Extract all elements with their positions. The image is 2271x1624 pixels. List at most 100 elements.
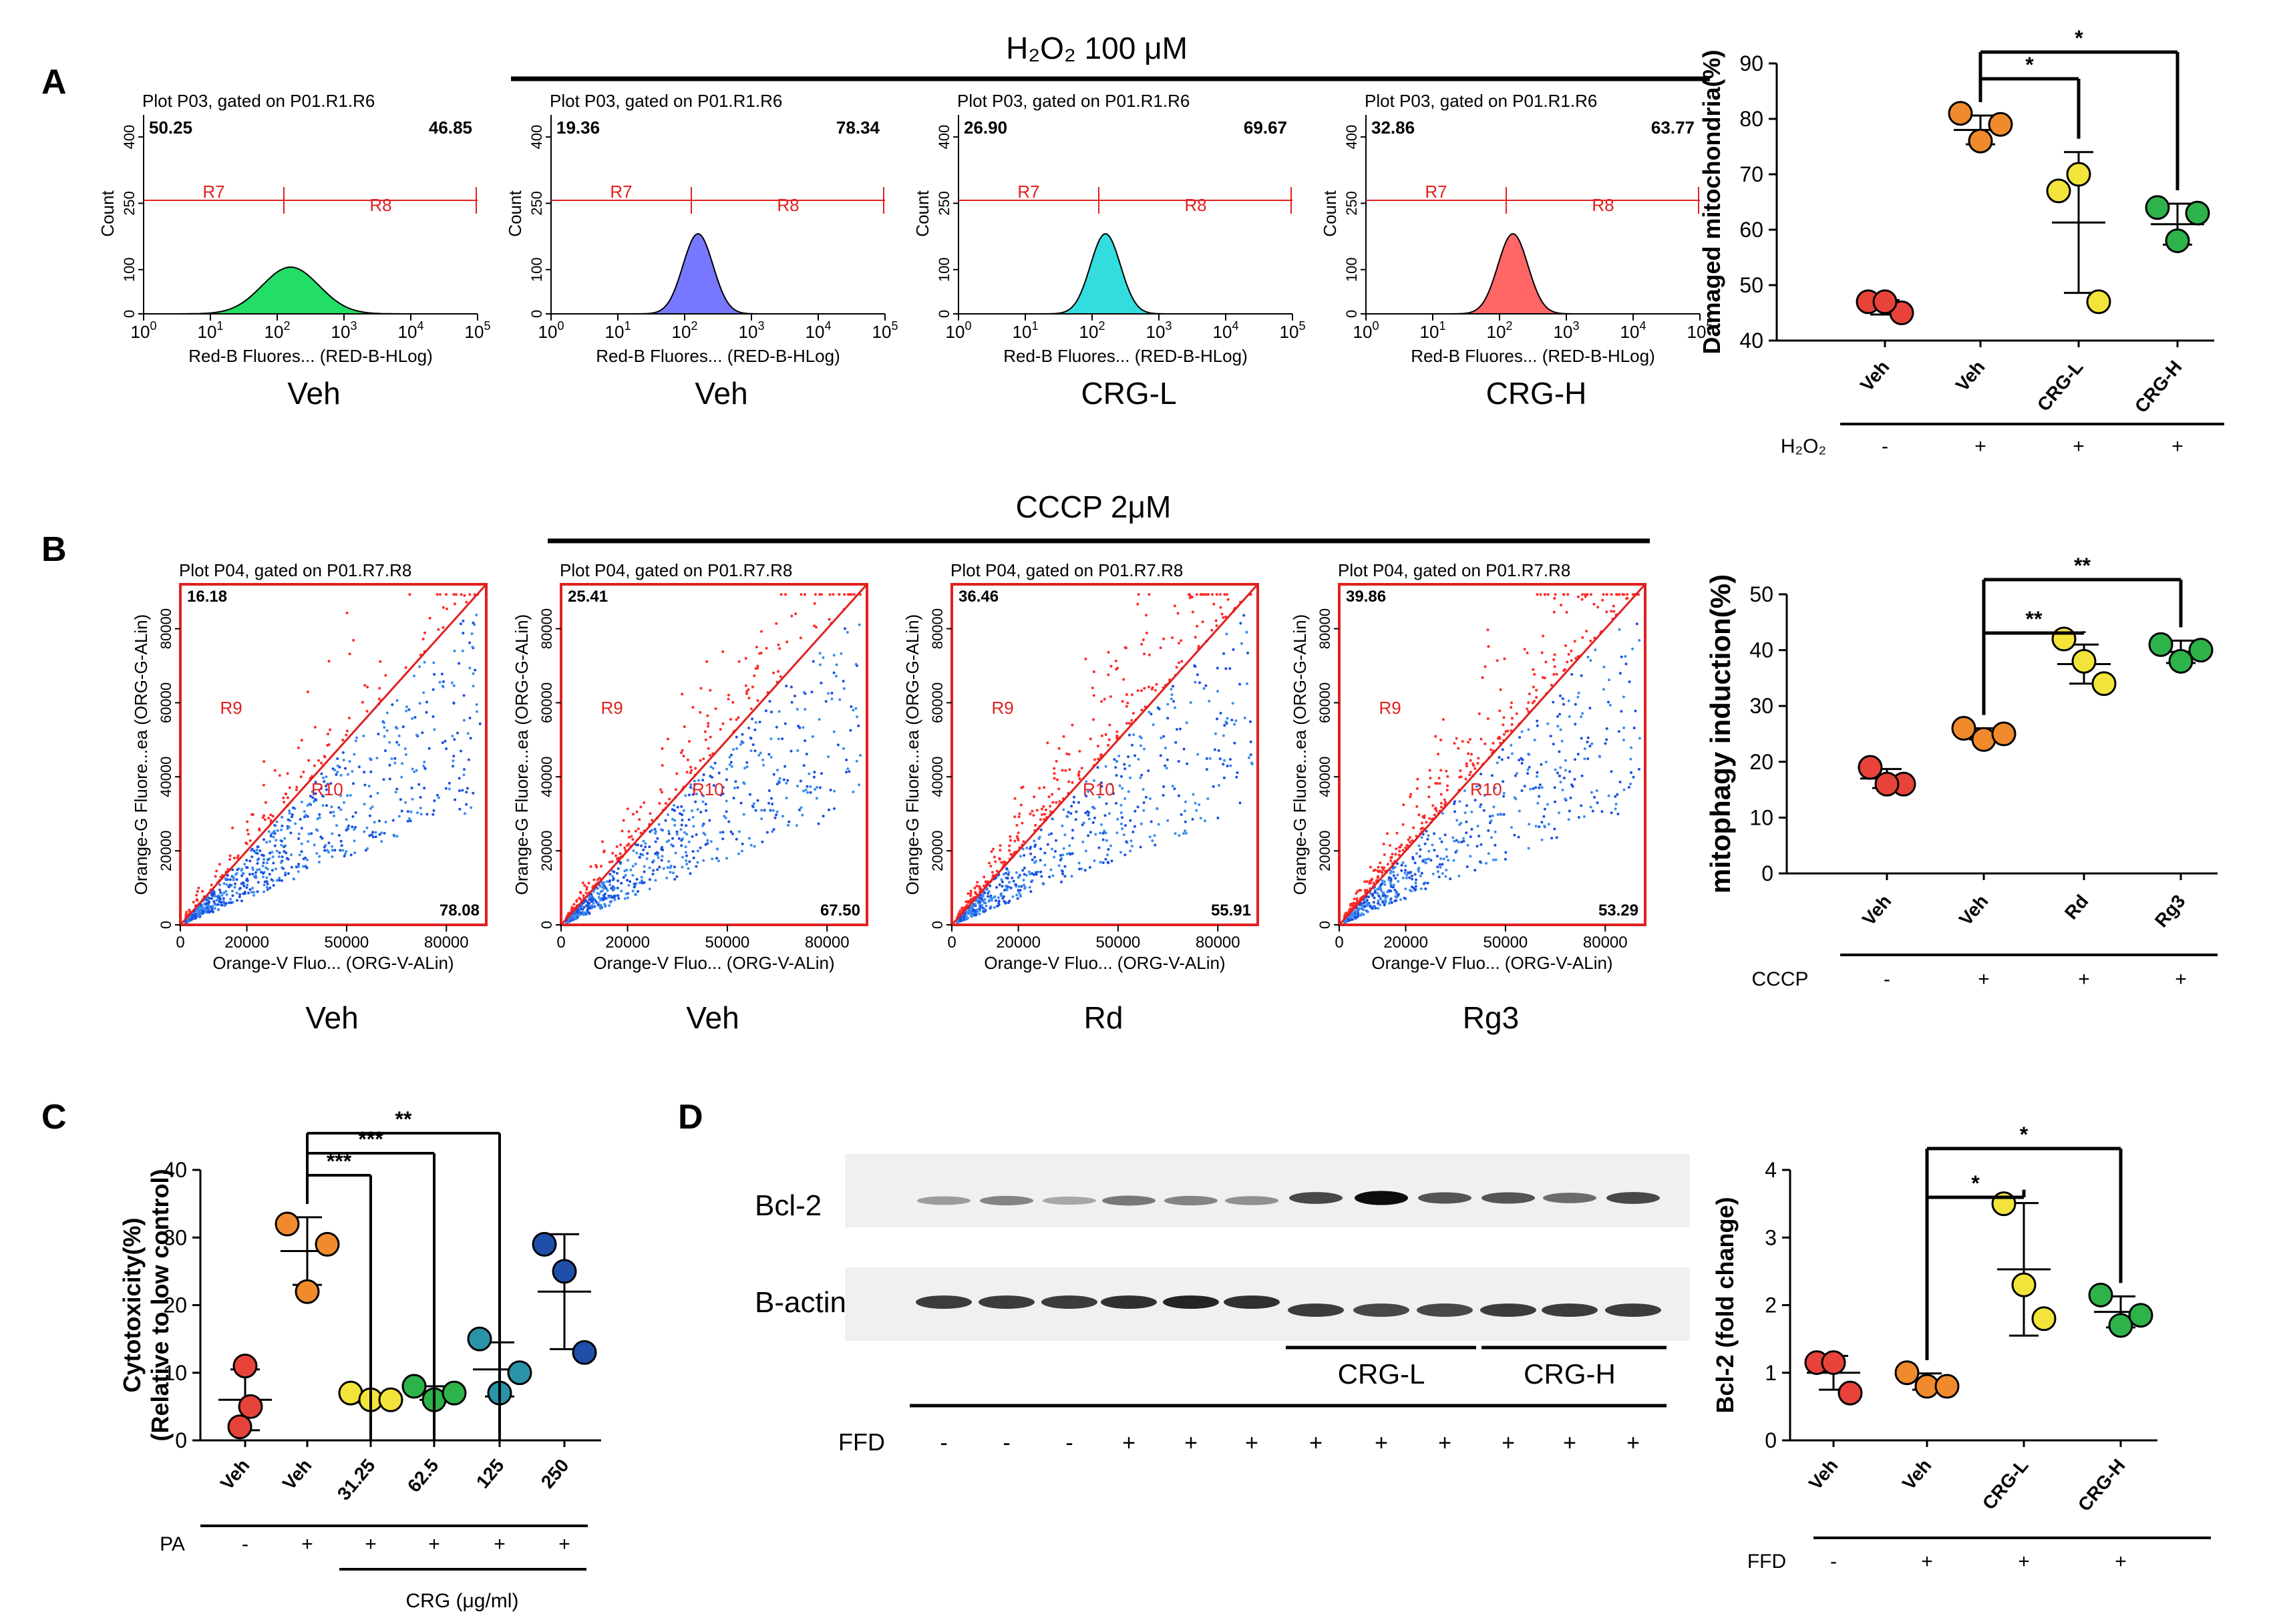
scatter-event [462, 719, 466, 722]
scatter-event [290, 853, 293, 856]
blot-lane-sign: + [1184, 1430, 1198, 1456]
scatter-event [1532, 668, 1535, 671]
scatter-y-label: Orange-G Fluore...ea (ORG-G-ALin) [512, 614, 532, 895]
scatter-event [1023, 866, 1026, 869]
scatter-event [348, 652, 351, 656]
blot-lane-sign: + [1375, 1430, 1388, 1456]
scatter-event [1053, 855, 1056, 859]
blot-band-actin [1101, 1295, 1157, 1309]
scatter-event [1441, 863, 1444, 866]
scatter-event [415, 769, 418, 772]
chart-significance-label: * [1971, 1171, 1980, 1195]
scatter-event [397, 743, 401, 747]
scatter-event [1510, 826, 1513, 829]
scatter-event [210, 909, 214, 913]
scatter-event [838, 698, 842, 701]
scatter-event [272, 861, 275, 865]
scatter-event [1604, 742, 1607, 745]
scatter-event [462, 694, 466, 697]
scatter-y-tick-label: 40000 [158, 757, 174, 797]
scatter-event [695, 793, 698, 795]
histogram-x-tick-label: 100 [1353, 319, 1379, 342]
scatter-event [797, 725, 800, 728]
scatter-event [1401, 876, 1405, 879]
scatter-event [425, 710, 428, 714]
scatter-event [1520, 762, 1524, 765]
scatter-event [468, 717, 472, 720]
scatter-event [256, 859, 259, 861]
scatter-event [298, 853, 301, 857]
scatter-event [341, 849, 345, 852]
scatter-event [1434, 807, 1437, 810]
scatter-event [205, 904, 208, 907]
scatter-event [1154, 843, 1157, 847]
scatter-event [422, 765, 425, 767]
blot-row-label-bcl2: Bcl-2 [755, 1189, 822, 1222]
scatter-event [1182, 832, 1185, 835]
scatter-event [654, 840, 657, 843]
scatter-event [767, 753, 771, 756]
scatter-event [313, 800, 316, 803]
chart-data-point [1874, 771, 1900, 797]
scatter-event [753, 845, 756, 848]
scatter-event [641, 853, 645, 857]
scatter-event [1118, 784, 1121, 787]
scatter-event [1437, 875, 1441, 879]
scatter-event [835, 674, 838, 678]
scatter-condition-label: Veh [305, 1000, 358, 1035]
scatter-event [1574, 657, 1578, 660]
panel-label-a: A [41, 63, 67, 102]
scatter-event [673, 865, 676, 869]
scatter-event [798, 808, 801, 811]
scatter-event [1492, 805, 1496, 809]
scatter-event [966, 911, 969, 914]
scatter-event [250, 855, 254, 859]
scatter-event [772, 809, 775, 812]
scatter-diagonal-gate [1338, 583, 1646, 926]
histogram-y-tick-label: 250 [528, 191, 545, 216]
scatter-event [379, 660, 382, 663]
scatter-event [1630, 771, 1632, 774]
scatter-event [1029, 845, 1032, 849]
blot-lane-sign: + [1438, 1430, 1451, 1456]
scatter-event [280, 839, 283, 843]
scatter-event [781, 737, 784, 741]
scatter-event [721, 837, 725, 841]
scatter-event [1482, 809, 1486, 812]
scatter-event [1008, 844, 1011, 847]
chart-y-tick-label: 70 [1739, 162, 1763, 186]
scatter-event [1470, 827, 1473, 831]
scatter-event [631, 873, 635, 877]
scatter-event [829, 789, 832, 792]
scatter-event [1214, 619, 1218, 622]
scatter-event [1004, 901, 1007, 905]
scatter-x-tick-label: 80000 [1583, 934, 1628, 952]
scatter-event [289, 831, 293, 835]
scatter-event [813, 624, 816, 628]
scatter-event [632, 813, 635, 816]
scatter-event [278, 877, 281, 879]
scatter-event [1080, 867, 1083, 871]
scatter-event [388, 763, 391, 767]
scatter-event [1570, 659, 1573, 662]
scatter-event [1114, 659, 1117, 662]
scatter-event [1576, 595, 1580, 598]
scatter-event [1417, 869, 1421, 873]
scatter-event [1039, 828, 1043, 831]
histogram-x-tick-label: 105 [1280, 319, 1306, 342]
scatter-event [258, 868, 261, 871]
scatter-event [1133, 809, 1137, 813]
scatter-event [616, 886, 619, 889]
histogram-x-tick-label: 104 [398, 319, 424, 342]
scatter-event [1080, 767, 1083, 770]
scatter-event [1552, 743, 1555, 746]
scatter-event [290, 865, 293, 869]
scatter-event [363, 783, 367, 787]
scatter-event [1388, 901, 1391, 905]
scatter-event [965, 915, 968, 918]
scatter-event [1614, 795, 1617, 798]
histogram-x-tick-label: 102 [672, 319, 698, 342]
scatter-event [363, 684, 367, 687]
scatter-event [1071, 829, 1074, 832]
scatter-event [1104, 733, 1107, 736]
